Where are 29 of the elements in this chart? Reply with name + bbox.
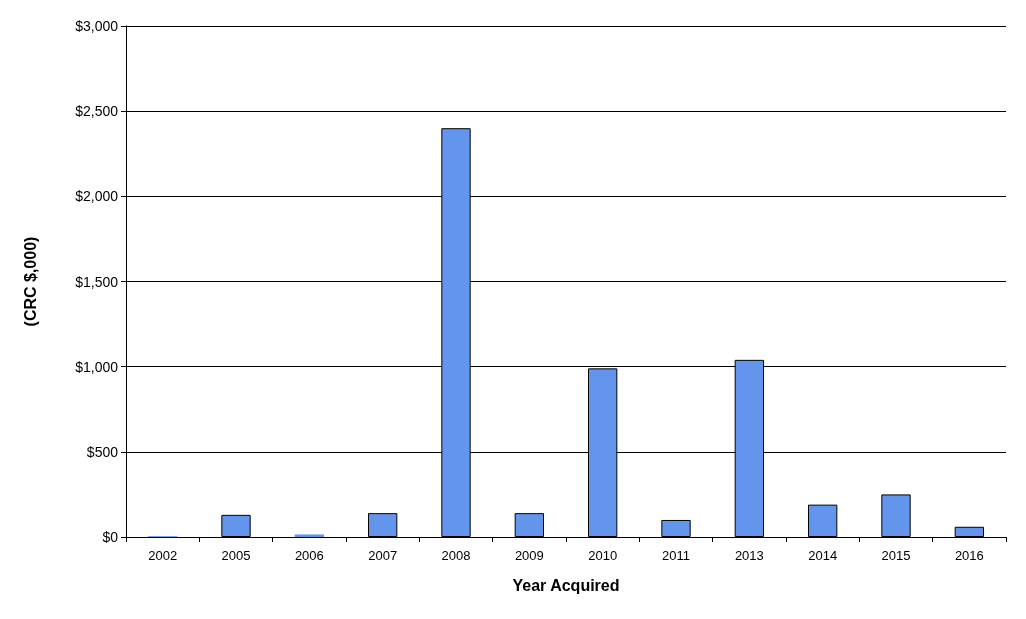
x-tick-label: 2009 <box>514 548 544 563</box>
y-tick-label: $500 <box>86 443 119 460</box>
x-tick-label: 2010 <box>588 548 618 563</box>
x-tick-label: 2005 <box>221 548 251 563</box>
x-tick-label: 2013 <box>734 548 764 563</box>
bar <box>368 513 398 537</box>
y-tick-label: $1,500 <box>75 273 119 290</box>
x-tick-label: 2008 <box>441 548 471 563</box>
y-tick-label: $1,000 <box>75 358 119 375</box>
y-tick-label: $0 <box>102 529 119 545</box>
y-tick-label: $2,000 <box>75 188 119 205</box>
bar <box>221 514 251 537</box>
x-tick-label: 2016 <box>954 548 984 563</box>
x-tick-label: 2007 <box>368 548 398 563</box>
bar <box>954 526 984 537</box>
y-tick-label: $3,000 <box>75 18 119 34</box>
x-tick-label: 2014 <box>808 548 838 563</box>
y-axis-title: (CRC $,000) <box>21 236 39 327</box>
x-tick-label: 2011 <box>662 548 690 563</box>
x-tick-label: 2015 <box>881 548 911 563</box>
bar <box>881 494 911 537</box>
y-tick-label: $2,500 <box>75 103 119 120</box>
x-tick-label: 2006 <box>294 548 324 563</box>
bar <box>294 534 324 537</box>
x-tick-label: 2002 <box>148 548 178 563</box>
bar <box>661 519 691 537</box>
bar <box>808 504 838 537</box>
bar <box>514 513 544 537</box>
x-axis-title: Year Acquired <box>512 576 620 594</box>
